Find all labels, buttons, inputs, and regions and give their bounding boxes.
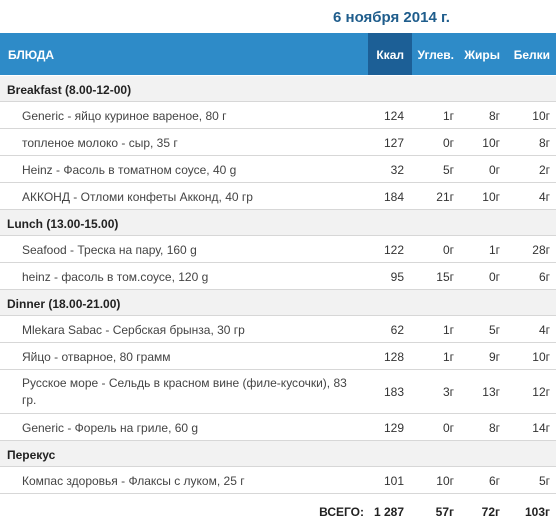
food-item-carbs: 15г xyxy=(436,270,454,284)
total-proteins: 103г xyxy=(524,505,550,519)
food-item-fats: 13г xyxy=(482,385,500,399)
food-item-row[interactable]: Generic - Форель на гриле, 60 g 129 0г 8г 14… xyxy=(0,414,556,441)
total-kcal: 1 287 xyxy=(373,505,404,519)
food-item-proteins: 10г xyxy=(532,350,550,364)
meal-group-row: Lunch (13.00-15.00) xyxy=(0,210,556,236)
food-item-name[interactable]: Heinz - Фасоль в томатном соусе, 40 g xyxy=(22,163,237,177)
meal-group-label: Lunch (13.00-15.00) xyxy=(7,217,119,231)
food-item-carbs: 1г xyxy=(442,109,454,123)
column-header-fats[interactable]: Жиры xyxy=(464,48,500,62)
food-item-kcal: 62 xyxy=(390,323,404,337)
food-item-row[interactable]: Mlekara Sabac - Сербская брынза, 30 гр 62… xyxy=(0,316,556,343)
total-fats: 72г xyxy=(481,505,500,519)
diary-date: 6 ноября 2014 г. xyxy=(333,9,450,26)
food-item-proteins: 5г xyxy=(538,474,550,488)
food-item-fats: 8г xyxy=(488,109,500,123)
total-label: ВСЕГО: xyxy=(319,505,364,519)
food-item-carbs: 0г xyxy=(442,136,454,150)
meal-group-label: Breakfast (8.00-12-00) xyxy=(7,83,132,97)
food-item-name[interactable]: Русское море - Сельдь в красном вине (фи… xyxy=(22,376,347,407)
food-item-carbs: 21г xyxy=(436,190,454,204)
food-item-kcal: 127 xyxy=(383,136,404,150)
food-item-carbs: 0г xyxy=(442,243,454,257)
food-item-fats: 0г xyxy=(488,163,500,177)
food-item-kcal: 124 xyxy=(383,109,404,123)
food-item-name[interactable]: АККОНД - Отломи конфеты Акконд, 40 гр xyxy=(22,190,253,204)
food-item-carbs: 1г xyxy=(442,323,454,337)
total-carbs: 57г xyxy=(435,505,454,519)
column-header-kcal[interactable]: Ккал xyxy=(376,48,404,62)
food-item-name[interactable]: Generic - Форель на гриле, 60 g xyxy=(22,421,199,435)
food-item-row[interactable]: Яйцо - отварное, 80 грамм 128 1г 9г 10г xyxy=(0,343,556,370)
food-item-fats: 8г xyxy=(488,421,500,435)
food-item-row[interactable]: Компас здоровья - Флаксы с луком, 25 г 10… xyxy=(0,467,556,494)
food-item-row[interactable]: heinz - фасоль в том.соусе, 120 g 95 15г 0г… xyxy=(0,263,556,290)
food-item-proteins: 2г xyxy=(538,163,550,177)
meal-group-label: Dinner (18.00-21.00) xyxy=(7,297,121,311)
food-item-proteins: 8г xyxy=(538,136,550,150)
meal-group-label: Перекус xyxy=(7,448,56,462)
food-item-proteins: 28г xyxy=(532,243,550,257)
table-header: БЛЮДА Ккал Углев. Жиры Белки xyxy=(0,33,556,75)
food-item-row[interactable]: Generic - яйцо куриное вареное, 80 г 124 1… xyxy=(0,102,556,129)
food-item-row[interactable]: Seafood - Треска на пару, 160 g 122 0г 1г 28… xyxy=(0,236,556,263)
diary-table-body: Breakfast (8.00-12-00) Generic - яйцо кур… xyxy=(0,76,556,494)
food-item-proteins: 4г xyxy=(538,323,550,337)
food-item-name[interactable]: heinz - фасоль в том.соусе, 120 g xyxy=(22,270,209,284)
food-item-name[interactable]: Generic - яйцо куриное вареное, 80 г xyxy=(22,109,227,123)
meal-group-row: Перекус xyxy=(0,441,556,467)
food-item-carbs: 5г xyxy=(442,163,454,177)
food-item-carbs: 1г xyxy=(442,350,454,364)
food-item-fats: 10г xyxy=(482,190,500,204)
column-header-kcal-highlight xyxy=(368,33,412,75)
food-item-kcal: 184 xyxy=(383,190,404,204)
food-item-name[interactable]: Seafood - Треска на пару, 160 g xyxy=(22,243,197,257)
food-item-row[interactable]: АККОНД - Отломи конфеты Акконд, 40 гр 184… xyxy=(0,183,556,210)
food-item-row[interactable]: Русское море - Сельдь в красном вине (фи… xyxy=(0,370,556,414)
food-item-fats: 9г xyxy=(488,350,500,364)
food-item-row[interactable]: топленое молоко - сыр, 35 г 127 0г 10г 8г xyxy=(0,129,556,156)
food-item-proteins: 14г xyxy=(532,421,550,435)
food-item-kcal: 183 xyxy=(383,385,404,399)
food-item-kcal: 32 xyxy=(390,163,404,177)
food-item-carbs: 0г xyxy=(442,421,454,435)
column-header-dishes: БЛЮДА xyxy=(8,48,55,62)
food-item-fats: 1г xyxy=(488,243,500,257)
column-header-carbs[interactable]: Углев. xyxy=(417,48,454,62)
food-item-fats: 5г xyxy=(488,323,500,337)
food-item-name[interactable]: Компас здоровья - Флаксы с луком, 25 г xyxy=(22,474,245,488)
food-item-row[interactable]: Heinz - Фасоль в томатном соусе, 40 g 32 5… xyxy=(0,156,556,183)
food-item-kcal: 95 xyxy=(390,270,404,284)
meal-group-row: Dinner (18.00-21.00) xyxy=(0,290,556,316)
food-item-fats: 0г xyxy=(488,270,500,284)
food-item-kcal: 129 xyxy=(383,421,404,435)
food-item-kcal: 128 xyxy=(383,350,404,364)
column-header-proteins[interactable]: Белки xyxy=(513,48,550,62)
food-item-proteins: 10г xyxy=(532,109,550,123)
food-item-name[interactable]: Mlekara Sabac - Сербская брынза, 30 гр xyxy=(22,323,245,337)
food-item-fats: 10г xyxy=(482,136,500,150)
food-item-name[interactable]: Яйцо - отварное, 80 грамм xyxy=(22,350,171,364)
food-item-kcal: 101 xyxy=(383,474,404,488)
food-item-kcal: 122 xyxy=(383,243,404,257)
food-item-name[interactable]: топленое молоко - сыр, 35 г xyxy=(22,136,178,150)
food-item-carbs: 10г xyxy=(436,474,454,488)
total-row: ВСЕГО: 1 287 57г 72г 103г xyxy=(0,499,556,525)
food-item-proteins: 4г xyxy=(538,190,550,204)
meal-group-row: Breakfast (8.00-12-00) xyxy=(0,76,556,102)
food-item-proteins: 6г xyxy=(538,270,550,284)
food-item-carbs: 3г xyxy=(442,385,454,399)
food-item-fats: 6г xyxy=(488,474,500,488)
food-item-proteins: 12г xyxy=(532,385,550,399)
